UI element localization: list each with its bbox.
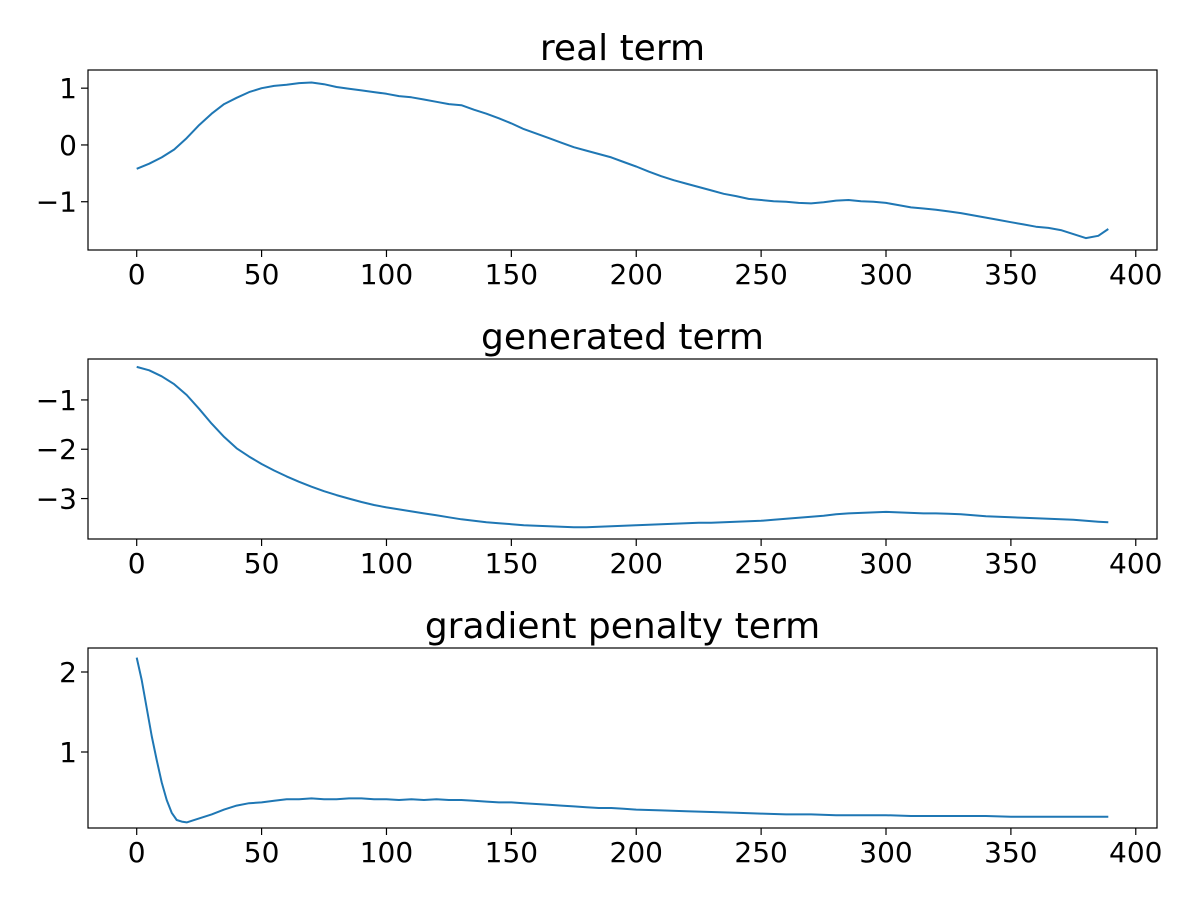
axes-frame bbox=[87, 69, 1158, 251]
y-tick-label: 1 bbox=[59, 72, 77, 105]
y-tick-label: −1 bbox=[36, 186, 77, 219]
subplot-title: real term bbox=[540, 28, 705, 69]
x-tick-label: 50 bbox=[244, 547, 280, 580]
series-line bbox=[136, 81, 1109, 240]
x-tick-label: 100 bbox=[360, 547, 413, 580]
series-line bbox=[136, 365, 1109, 529]
axes-frame bbox=[87, 358, 1158, 540]
subplot-title: generated term bbox=[481, 317, 764, 358]
x-tick-label: 0 bbox=[128, 547, 146, 580]
x-tick-label: 0 bbox=[128, 258, 146, 291]
x-tick-label: 200 bbox=[610, 258, 663, 291]
x-tick-label: 0 bbox=[128, 836, 146, 869]
x-tick-label: 50 bbox=[244, 258, 280, 291]
x-tick-label: 400 bbox=[1109, 836, 1162, 869]
x-tick-label: 350 bbox=[984, 547, 1037, 580]
y-tick-label: −3 bbox=[36, 483, 77, 516]
x-tick-label: 350 bbox=[984, 258, 1037, 291]
subplot-3: gradient penalty term 0 50 100 150 200 250 300 3… bbox=[59, 606, 1162, 869]
y-tick-label: −2 bbox=[36, 433, 77, 466]
subplot-2: generated term 0 50 100 150 200 250 300 350 400 −1… bbox=[36, 317, 1163, 580]
y-tick-label: 2 bbox=[59, 656, 77, 689]
x-tick-label: 400 bbox=[1109, 547, 1162, 580]
x-tick-label: 300 bbox=[859, 258, 912, 291]
axes-frame bbox=[87, 647, 1158, 829]
x-tick-label: 300 bbox=[859, 836, 912, 869]
x-tick-label: 100 bbox=[360, 258, 413, 291]
series-line bbox=[135, 657, 1109, 824]
x-tick-label: 300 bbox=[859, 547, 912, 580]
subplot-title: gradient penalty term bbox=[425, 606, 820, 647]
x-tick-label: 400 bbox=[1109, 258, 1162, 291]
x-tick-label: 250 bbox=[734, 258, 787, 291]
x-tick-label: 200 bbox=[610, 547, 663, 580]
x-tick-label: 200 bbox=[610, 836, 663, 869]
x-tick-label: 150 bbox=[485, 836, 538, 869]
x-tick-label: 250 bbox=[734, 836, 787, 869]
x-tick-label: 250 bbox=[734, 547, 787, 580]
y-tick-label: 1 bbox=[59, 736, 77, 769]
subplot-1: real term 0 50 100 150 200 250 300 350 400 1 0 −1 bbox=[36, 28, 1163, 291]
x-tick-label: 150 bbox=[485, 258, 538, 291]
y-tick-label: −1 bbox=[36, 384, 77, 417]
x-tick-label: 150 bbox=[485, 547, 538, 580]
y-tick-label: 0 bbox=[59, 129, 77, 162]
x-tick-label: 50 bbox=[244, 836, 280, 869]
x-tick-label: 350 bbox=[984, 836, 1037, 869]
x-tick-label: 100 bbox=[360, 836, 413, 869]
